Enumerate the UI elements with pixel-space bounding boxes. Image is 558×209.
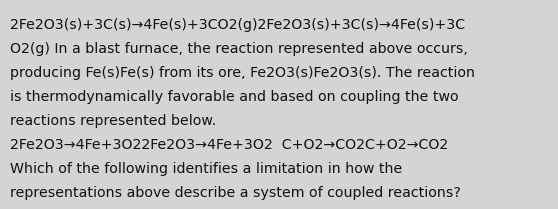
Text: is thermodynamically favorable and based on coupling the two: is thermodynamically favorable and based… xyxy=(10,90,459,104)
Text: Which of the following identifies a limitation in how the: Which of the following identifies a limi… xyxy=(10,162,402,176)
Text: 2Fe2O3(s)+3C(s)→4Fe(s)+3CO2(g)2Fe2O3(s)+3C(s)→4Fe(s)+3C: 2Fe2O3(s)+3C(s)→4Fe(s)+3CO2(g)2Fe2O3(s)+… xyxy=(10,18,465,32)
Text: 2Fe2O3→4Fe+3O22Fe2O3→4Fe+3O2  C+O2→CO2C+O2→CO2: 2Fe2O3→4Fe+3O22Fe2O3→4Fe+3O2 C+O2→CO2C+O… xyxy=(10,138,448,152)
Text: O2(g) In a blast furnace, the reaction represented above occurs,: O2(g) In a blast furnace, the reaction r… xyxy=(10,42,468,56)
Text: producing Fe(s)Fe(s) from its ore, Fe2O3(s)Fe2O3(s). The reaction: producing Fe(s)Fe(s) from its ore, Fe2O3… xyxy=(10,66,475,80)
Text: reactions represented below.: reactions represented below. xyxy=(10,114,216,128)
Text: representations above describe a system of coupled reactions?: representations above describe a system … xyxy=(10,186,461,200)
